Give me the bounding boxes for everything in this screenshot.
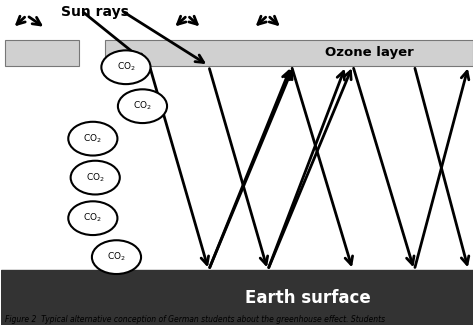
Circle shape xyxy=(92,240,141,274)
Text: CO$_2$: CO$_2$ xyxy=(86,171,105,184)
Text: CO$_2$: CO$_2$ xyxy=(83,212,102,224)
Text: CO$_2$: CO$_2$ xyxy=(83,132,102,145)
Bar xyxy=(5,40,79,66)
Circle shape xyxy=(68,122,118,156)
Text: Ozone layer: Ozone layer xyxy=(325,46,414,59)
Circle shape xyxy=(118,89,167,123)
Bar xyxy=(105,40,474,66)
Circle shape xyxy=(101,50,151,84)
Text: CO$_2$: CO$_2$ xyxy=(117,61,136,73)
Text: CO$_2$: CO$_2$ xyxy=(133,100,152,112)
Text: Sun rays: Sun rays xyxy=(61,5,129,19)
Circle shape xyxy=(68,201,118,235)
Circle shape xyxy=(71,161,120,195)
Bar xyxy=(0,270,474,325)
Text: CO$_2$: CO$_2$ xyxy=(107,251,126,263)
Text: Earth surface: Earth surface xyxy=(245,289,371,307)
Text: Figure 2  Typical alternative conception of German students about the greenhouse: Figure 2 Typical alternative conception … xyxy=(5,315,385,324)
